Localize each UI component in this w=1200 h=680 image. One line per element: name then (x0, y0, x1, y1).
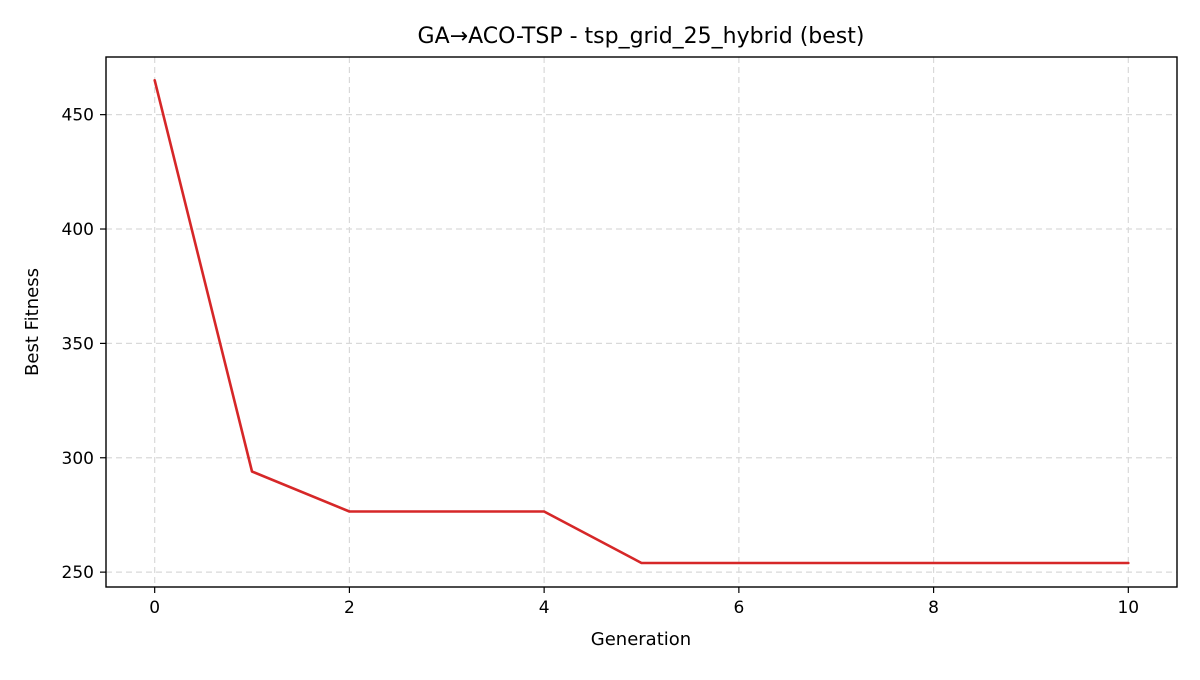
y-tick-label: 450 (62, 106, 94, 126)
x-tick-label: 10 (1117, 598, 1139, 618)
series-line (153, 79, 1130, 565)
grid (106, 57, 1177, 587)
x-tick-label: 6 (733, 598, 744, 618)
x-axis-label: Generation (591, 629, 691, 650)
y-axis-label: Best Fitness (22, 268, 43, 376)
y-axis-ticks: 250 300 350 400 450 (62, 106, 106, 583)
y-tick-label: 350 (62, 334, 94, 354)
x-tick-label: 4 (539, 598, 550, 618)
plot-frame (105, 56, 1178, 588)
x-tick-label: 0 (149, 598, 160, 618)
y-tick-label: 400 (62, 220, 94, 240)
x-tick-label: 2 (344, 598, 355, 618)
series-layer (153, 79, 1130, 565)
x-tick-label: 8 (928, 598, 939, 618)
y-tick-label: 250 (62, 563, 94, 583)
chart-title: GA→ACO-TSP - tsp_grid_25_hybrid (best) (418, 24, 865, 49)
x-axis-ticks: 0 2 4 6 8 10 (149, 587, 1139, 618)
y-tick-label: 300 (62, 449, 94, 469)
